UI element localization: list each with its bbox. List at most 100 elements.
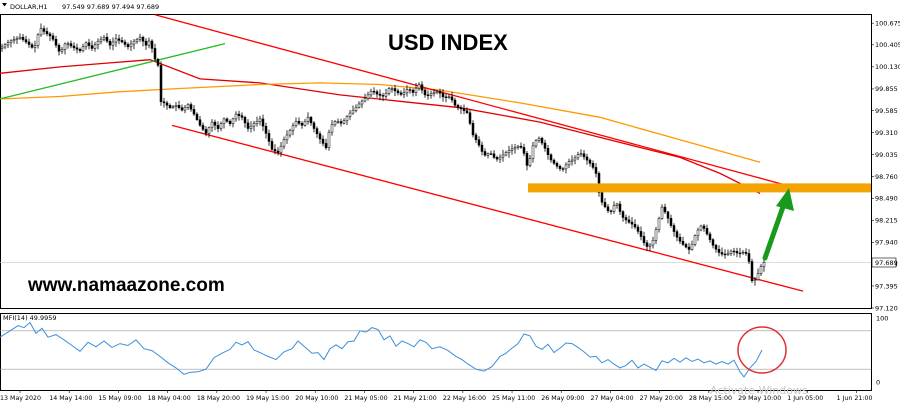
candle-body: [213, 121, 217, 126]
candle-body: [297, 121, 301, 124]
candle-body: [672, 225, 676, 232]
candle-body: [375, 91, 379, 95]
candle-body: [339, 121, 343, 124]
x-tick-label: 21 May 21:00: [394, 395, 437, 402]
candle-body: [747, 253, 751, 262]
candle-body: [123, 41, 127, 45]
x-tick-label: 25 May 11:00: [492, 395, 535, 402]
trend-lines: [0, 14, 804, 292]
candle-body: [288, 129, 292, 136]
candle-body: [39, 28, 43, 36]
y-tick-label: 99.855: [875, 85, 898, 93]
candle-body: [528, 158, 532, 166]
candle-body: [258, 118, 262, 122]
candle-body: [732, 250, 736, 253]
candle-body: [657, 218, 661, 230]
candle-body: [717, 249, 721, 253]
candle-body: [222, 118, 226, 124]
candle-body: [621, 211, 625, 218]
x-tick-label: 19 May 15:00: [246, 395, 289, 402]
main-panel-frame: [0, 14, 872, 309]
candle-body: [582, 153, 586, 158]
candle-body: [54, 38, 58, 46]
mfi-y-tick-label: 100: [876, 314, 888, 322]
candle-body: [66, 43, 70, 45]
candle-body: [276, 150, 280, 153]
arrow-up-icon: [776, 188, 794, 211]
candle-body: [321, 138, 325, 144]
candle-body: [192, 109, 196, 115]
candle-body: [156, 59, 160, 66]
candle-body: [441, 93, 445, 98]
candle-body: [48, 33, 52, 37]
candle-body: [597, 173, 601, 193]
candle-body: [255, 121, 259, 124]
price-bars: [0, 23, 766, 286]
candle-body: [534, 140, 538, 147]
candle-body: [456, 104, 460, 108]
candle-body: [639, 231, 643, 237]
candle-body: [6, 42, 10, 46]
candle-body: [162, 101, 166, 104]
candle-body: [660, 206, 664, 219]
x-tick-label: 13 May 2020: [0, 395, 41, 402]
candle-body: [261, 118, 265, 127]
candle-body: [198, 119, 202, 126]
candle-body: [186, 104, 190, 108]
candle-body: [405, 89, 409, 94]
candle-body: [468, 112, 472, 124]
channel-line: [154, 14, 791, 187]
candle-body: [720, 252, 724, 255]
candle-body: [495, 157, 499, 160]
mfi-y-tick-label: 0: [876, 378, 880, 386]
candle-body: [87, 42, 91, 46]
chevron-down-icon[interactable]: [2, 3, 7, 7]
candle-body: [201, 125, 205, 130]
candle-body: [105, 36, 109, 42]
candle-body: [144, 40, 148, 46]
candle-body: [408, 89, 412, 91]
candle-body: [579, 153, 583, 156]
candle-body: [756, 273, 760, 280]
candle-body: [135, 38, 139, 42]
x-tick-label: 22 May 16:00: [443, 395, 486, 402]
candle-body: [711, 239, 715, 246]
candle-body: [183, 107, 187, 111]
x-tick-label: 28 May 15:00: [689, 395, 732, 402]
candle-body: [510, 148, 514, 151]
candle-body: [81, 46, 85, 52]
candle-body: [63, 43, 67, 50]
candle-body: [372, 91, 376, 93]
candle-body: [531, 145, 535, 159]
candle-body: [507, 150, 511, 153]
candle-body: [567, 161, 571, 166]
candle-body: [573, 157, 577, 161]
candle-body: [417, 84, 421, 89]
y-tick-label: 98.215: [875, 217, 898, 225]
current-price-box: [871, 257, 897, 268]
candle-body: [150, 40, 154, 49]
candle-body: [111, 41, 115, 46]
candle-body: [210, 121, 214, 128]
candle-body: [330, 124, 334, 133]
candle-body: [126, 44, 130, 48]
current-price-label: 97.689: [875, 259, 898, 267]
candle-body: [138, 36, 142, 40]
x-tick-label: 1 Jun 21:00: [836, 395, 872, 402]
candle-body: [642, 236, 646, 244]
candle-body: [282, 139, 286, 147]
candle-body: [159, 65, 163, 102]
candle-body: [486, 153, 490, 156]
candle-body: [624, 217, 628, 221]
trend-line-green: [0, 43, 226, 100]
candle-body: [585, 156, 589, 161]
candle-body: [216, 125, 220, 129]
highlight-circle: [737, 326, 787, 374]
candle-body: [132, 40, 136, 45]
candle-body: [561, 168, 565, 170]
candle-body: [207, 127, 211, 134]
candle-body: [237, 113, 241, 116]
x-tick-label: 14 May 14:00: [49, 395, 92, 402]
candle-body: [243, 117, 247, 124]
candle-body: [735, 251, 739, 254]
